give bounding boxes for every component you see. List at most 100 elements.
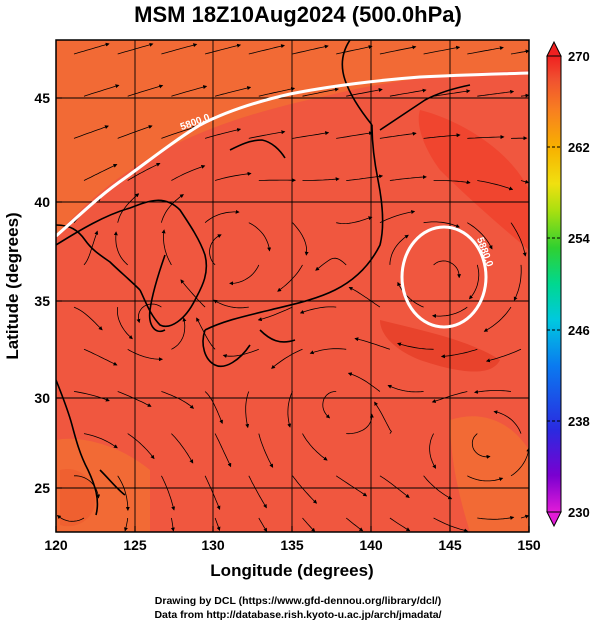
streamline [74, 475, 101, 499]
streamline [117, 42, 154, 55]
streamline [127, 84, 164, 97]
streamline [292, 475, 318, 504]
coastlines [56, 40, 471, 516]
streamline [379, 475, 410, 498]
streamline [433, 180, 471, 185]
streamline [258, 517, 268, 532]
colorbar: 270 262 254 246 238 230 [546, 40, 590, 528]
streamline [161, 229, 172, 266]
streamline [127, 433, 155, 460]
streamline [204, 128, 242, 139]
streamline [248, 130, 286, 139]
y-tick-label: 35 [34, 293, 50, 309]
streamline [423, 475, 453, 500]
streamline [117, 125, 153, 139]
streamline [302, 87, 339, 97]
streamline [209, 234, 222, 266]
streamline [429, 433, 436, 469]
streamline [117, 307, 133, 340]
streamline [214, 86, 252, 97]
x-axis-ticks: 120 125 130 135 140 145 150 [44, 526, 541, 553]
streamline [292, 131, 330, 139]
streamline [299, 306, 337, 314]
streamline [258, 433, 274, 468]
y-tick-label: 25 [34, 480, 50, 496]
streamline [379, 210, 416, 224]
streamline [474, 389, 512, 394]
contour-5880 [400, 225, 488, 329]
x-tick-label: 130 [201, 537, 225, 553]
grid [56, 40, 529, 532]
streamline [248, 44, 285, 55]
y-tick-label: 30 [34, 390, 50, 406]
streamline [336, 216, 373, 225]
streamline [336, 45, 373, 55]
streamline [433, 89, 471, 97]
colorbar-tick-label: 270 [568, 49, 590, 64]
streamline [467, 135, 505, 140]
streamline [397, 342, 434, 350]
streamline [287, 391, 293, 428]
streamline [83, 164, 118, 181]
streamline [204, 391, 223, 424]
streamline [277, 264, 303, 292]
streamline [161, 126, 197, 139]
streamline [336, 131, 373, 139]
streamline [374, 401, 392, 434]
x-tick-label: 150 [517, 537, 541, 553]
streamline [389, 234, 409, 265]
x-tick-label: 125 [123, 537, 147, 553]
streamline [124, 517, 129, 532]
streamline [117, 193, 140, 223]
streamline [222, 348, 259, 358]
streamline [196, 317, 216, 350]
streamline [471, 433, 491, 459]
streamline [171, 433, 194, 464]
streamlines [56, 42, 529, 532]
streamline [520, 93, 529, 98]
streamline [127, 162, 161, 181]
streamline [322, 391, 337, 419]
x-tick-label: 135 [280, 537, 304, 553]
streamline [477, 89, 515, 97]
y-tick-label: 40 [34, 194, 50, 210]
streamline [493, 410, 522, 434]
colorbar-tick-label: 246 [568, 323, 590, 338]
colorbar-tick-label: 238 [568, 414, 590, 429]
streamline [213, 299, 249, 309]
streamline [170, 517, 175, 532]
colorbar-tick-label: 254 [568, 231, 590, 246]
streamline [56, 515, 85, 522]
streamline [257, 306, 293, 322]
streamline [83, 433, 118, 449]
streamline [214, 171, 252, 181]
streamline [204, 475, 221, 510]
streamline [477, 515, 515, 520]
streamline [292, 44, 329, 55]
streamline [397, 281, 424, 308]
streamline [354, 337, 391, 350]
streamline [379, 131, 417, 139]
streamline [83, 230, 99, 266]
streamline [271, 348, 303, 369]
streamline [440, 348, 478, 359]
map-title: MSM 18Z10Aug2024 (500.0hPa) [134, 2, 462, 27]
streamline [127, 348, 163, 362]
streamline [467, 46, 504, 55]
streamline [345, 517, 364, 532]
streamline [73, 125, 109, 139]
streamline [258, 87, 296, 97]
streamline [73, 306, 103, 331]
x-tick-label: 145 [438, 537, 462, 553]
y-axis-label: Latitude (degrees) [3, 212, 22, 359]
streamline [389, 175, 427, 181]
streamline [117, 391, 152, 407]
streamline [347, 372, 381, 392]
streamline [467, 475, 504, 482]
streamline [477, 180, 514, 191]
streamline [248, 222, 272, 252]
credit-data: Data from http://database.rish.kyoto-u.a… [154, 609, 441, 621]
streamline [161, 43, 198, 55]
streamline [214, 517, 221, 531]
